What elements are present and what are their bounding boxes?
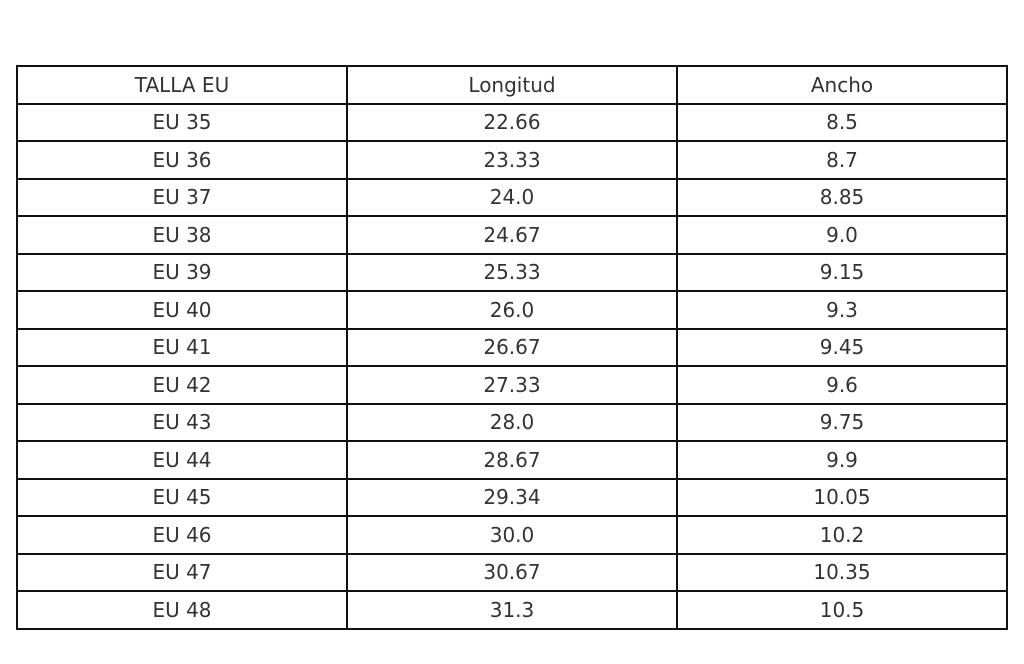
table-cell: EU 42 [16,365,348,405]
table-cell: EU 47 [16,552,348,592]
table-cell: 9.75 [676,402,1008,442]
table-row: EU 39 25.33 9.15 [16,252,1008,292]
table-cell: 26.67 [346,327,678,367]
table-cell: 24.0 [346,177,678,217]
table-cell: 9.3 [676,290,1008,330]
header-row: TALLA EU Longitud Ancho [16,65,1008,105]
table-cell: 26.0 [346,290,678,330]
table-row: EU 35 22.66 8.5 [16,102,1008,142]
table-cell: 9.15 [676,252,1008,292]
table-cell: 28.0 [346,402,678,442]
table-row: EU 44 28.67 9.9 [16,440,1008,480]
table-cell: EU 35 [16,102,348,142]
table-cell: 9.6 [676,365,1008,405]
table-cell: 10.35 [676,552,1008,592]
table-cell: EU 41 [16,327,348,367]
table-cell: 30.67 [346,552,678,592]
table-header: TALLA EU Longitud Ancho [16,65,1008,105]
table-row: EU 48 31.3 10.5 [16,590,1008,630]
table-row: EU 45 29.34 10.05 [16,477,1008,517]
table-row: EU 46 30.0 10.2 [16,515,1008,555]
table-cell: 22.66 [346,102,678,142]
table-row: EU 40 26.0 9.3 [16,290,1008,330]
table-cell: EU 37 [16,177,348,217]
table-cell: 10.2 [676,515,1008,555]
table-cell: EU 43 [16,402,348,442]
table-cell: 10.05 [676,477,1008,517]
table-cell: EU 40 [16,290,348,330]
table-cell: 29.34 [346,477,678,517]
table-cell: EU 45 [16,477,348,517]
header-cell: Ancho [676,65,1008,105]
table-cell: 9.45 [676,327,1008,367]
table-cell: 31.3 [346,590,678,630]
table-cell: 25.33 [346,252,678,292]
header-cell: Longitud [346,65,678,105]
table-cell: 24.67 [346,215,678,255]
table-cell: 23.33 [346,140,678,180]
table-cell: 9.9 [676,440,1008,480]
table-row: EU 47 30.67 10.35 [16,552,1008,592]
size-table: TALLA EU Longitud Ancho EU 35 22.66 8.5 EU 36… [16,65,1008,630]
table-row: EU 43 28.0 9.75 [16,402,1008,442]
table-cell: EU 36 [16,140,348,180]
header-cell: TALLA EU [16,65,348,105]
table-cell: 9.0 [676,215,1008,255]
table-row: EU 37 24.0 8.85 [16,177,1008,217]
table-cell: 30.0 [346,515,678,555]
table-cell: EU 44 [16,440,348,480]
table-cell: EU 38 [16,215,348,255]
table-cell: EU 48 [16,590,348,630]
table-cell: 27.33 [346,365,678,405]
table-body: EU 35 22.66 8.5 EU 36 23.33 8.7 EU 37 24.0 8.85 E… [16,102,1008,630]
table-row: EU 36 23.33 8.7 [16,140,1008,180]
table-cell: 8.85 [676,177,1008,217]
table-cell: 8.7 [676,140,1008,180]
table-cell: 10.5 [676,590,1008,630]
table-cell: 28.67 [346,440,678,480]
table-cell: 8.5 [676,102,1008,142]
table-cell: EU 39 [16,252,348,292]
table-row: EU 42 27.33 9.6 [16,365,1008,405]
table-row: EU 38 24.67 9.0 [16,215,1008,255]
table-cell: EU 46 [16,515,348,555]
table-row: EU 41 26.67 9.45 [16,327,1008,367]
